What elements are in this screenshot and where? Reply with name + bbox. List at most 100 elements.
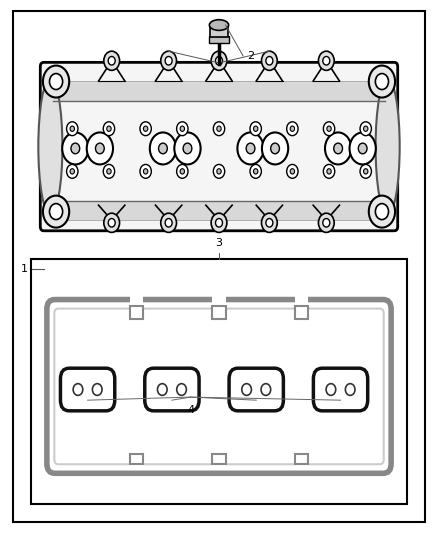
Circle shape bbox=[140, 122, 152, 135]
Circle shape bbox=[140, 165, 152, 178]
FancyBboxPatch shape bbox=[313, 368, 367, 411]
Circle shape bbox=[290, 168, 294, 174]
Circle shape bbox=[323, 165, 335, 178]
Circle shape bbox=[250, 122, 261, 135]
FancyBboxPatch shape bbox=[145, 368, 199, 411]
Circle shape bbox=[334, 143, 343, 154]
Circle shape bbox=[211, 213, 227, 232]
Circle shape bbox=[73, 384, 83, 395]
Circle shape bbox=[318, 213, 334, 232]
Circle shape bbox=[108, 56, 115, 65]
FancyBboxPatch shape bbox=[47, 300, 391, 473]
Circle shape bbox=[358, 143, 367, 154]
Circle shape bbox=[217, 126, 221, 132]
Bar bbox=[209, 36, 229, 43]
Circle shape bbox=[323, 122, 335, 135]
Bar bbox=[212, 454, 226, 464]
Circle shape bbox=[327, 168, 331, 174]
Circle shape bbox=[104, 213, 120, 232]
Circle shape bbox=[375, 74, 389, 90]
Bar bbox=[212, 450, 226, 469]
Circle shape bbox=[242, 384, 251, 395]
Circle shape bbox=[144, 168, 148, 174]
Bar bbox=[131, 454, 144, 464]
Circle shape bbox=[87, 132, 113, 164]
FancyBboxPatch shape bbox=[54, 309, 384, 464]
Circle shape bbox=[237, 132, 264, 164]
Circle shape bbox=[326, 384, 336, 395]
Bar bbox=[31, 259, 407, 504]
Circle shape bbox=[266, 56, 273, 65]
Bar bbox=[212, 306, 226, 319]
Bar bbox=[210, 26, 228, 37]
Circle shape bbox=[375, 204, 389, 220]
Bar bbox=[53, 201, 385, 220]
Circle shape bbox=[360, 165, 371, 178]
Circle shape bbox=[177, 165, 188, 178]
Circle shape bbox=[95, 143, 104, 154]
Bar bbox=[131, 306, 144, 319]
FancyBboxPatch shape bbox=[40, 62, 398, 231]
Circle shape bbox=[107, 126, 111, 132]
Text: 2: 2 bbox=[247, 51, 254, 61]
Circle shape bbox=[215, 56, 223, 65]
Circle shape bbox=[49, 204, 63, 220]
Circle shape bbox=[254, 168, 258, 174]
Bar bbox=[53, 81, 385, 101]
Bar bbox=[131, 450, 144, 469]
Circle shape bbox=[43, 66, 69, 98]
Circle shape bbox=[262, 132, 288, 164]
Circle shape bbox=[150, 132, 176, 164]
Circle shape bbox=[318, 51, 334, 70]
Circle shape bbox=[157, 384, 167, 395]
Circle shape bbox=[323, 56, 330, 65]
Ellipse shape bbox=[39, 78, 63, 214]
Circle shape bbox=[217, 168, 221, 174]
Circle shape bbox=[103, 165, 115, 178]
Circle shape bbox=[286, 122, 298, 135]
Bar bbox=[372, 452, 381, 461]
Circle shape bbox=[180, 168, 184, 174]
Circle shape bbox=[211, 51, 227, 70]
Circle shape bbox=[161, 213, 177, 232]
Bar bbox=[294, 289, 307, 314]
Circle shape bbox=[177, 384, 187, 395]
Circle shape bbox=[103, 122, 115, 135]
Circle shape bbox=[261, 51, 277, 70]
Bar bbox=[131, 289, 144, 314]
FancyBboxPatch shape bbox=[229, 368, 283, 411]
Circle shape bbox=[71, 143, 80, 154]
Circle shape bbox=[144, 126, 148, 132]
Circle shape bbox=[49, 74, 63, 90]
Circle shape bbox=[360, 122, 371, 135]
Circle shape bbox=[345, 384, 355, 395]
Circle shape bbox=[323, 219, 330, 227]
Text: 4: 4 bbox=[187, 405, 194, 415]
Circle shape bbox=[271, 143, 279, 154]
Circle shape bbox=[350, 132, 376, 164]
Circle shape bbox=[213, 122, 225, 135]
Circle shape bbox=[165, 219, 172, 227]
Circle shape bbox=[364, 168, 368, 174]
Circle shape bbox=[180, 126, 184, 132]
Bar bbox=[57, 452, 66, 461]
Circle shape bbox=[67, 122, 78, 135]
Circle shape bbox=[250, 165, 261, 178]
Circle shape bbox=[325, 132, 351, 164]
Circle shape bbox=[159, 143, 167, 154]
Circle shape bbox=[92, 384, 102, 395]
Circle shape bbox=[183, 143, 192, 154]
Bar bbox=[372, 312, 381, 321]
Ellipse shape bbox=[375, 78, 399, 214]
Circle shape bbox=[246, 143, 255, 154]
Circle shape bbox=[177, 122, 188, 135]
Circle shape bbox=[213, 165, 225, 178]
Circle shape bbox=[67, 165, 78, 178]
Text: 3: 3 bbox=[215, 238, 223, 248]
Circle shape bbox=[261, 213, 277, 232]
Text: 1: 1 bbox=[21, 264, 28, 274]
Circle shape bbox=[62, 132, 88, 164]
Circle shape bbox=[261, 384, 271, 395]
Bar bbox=[57, 312, 66, 321]
Circle shape bbox=[369, 196, 395, 228]
